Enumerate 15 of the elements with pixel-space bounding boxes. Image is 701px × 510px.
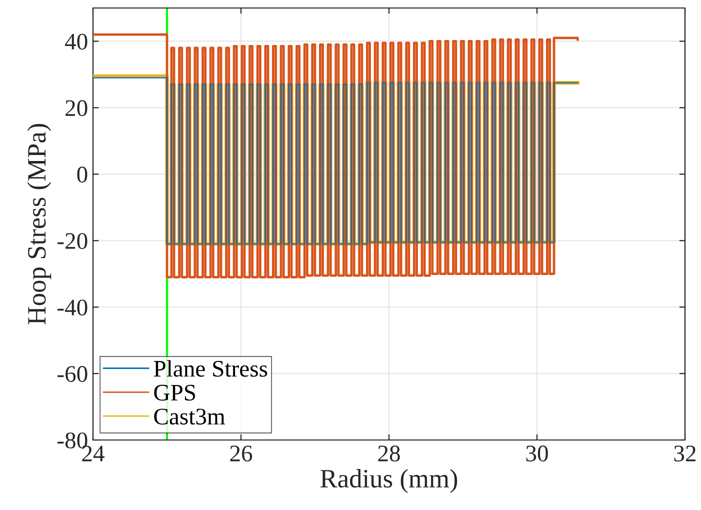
y-tick-label: -40 [58, 300, 88, 316]
legend-label: Plane Stress [154, 360, 268, 377]
y-axis-title: Hoop Stress (MPa) [27, 124, 52, 324]
y-tick-label: -60 [58, 366, 88, 382]
x-tick-label: 26 [230, 446, 252, 462]
x-tick-label: 32 [674, 446, 696, 462]
y-tick-label: -20 [58, 233, 88, 250]
x-axis-title: Radius (mm) [320, 469, 458, 493]
y-tick-label: 40 [64, 34, 88, 50]
legend-label: GPS [154, 384, 196, 401]
x-tick-label: 30 [526, 446, 548, 462]
legend-label: Cast3m [154, 408, 225, 425]
y-tick-label: 20 [66, 100, 88, 116]
x-tick-label: 28 [378, 446, 400, 462]
y-tick-label: 0 [77, 166, 88, 183]
